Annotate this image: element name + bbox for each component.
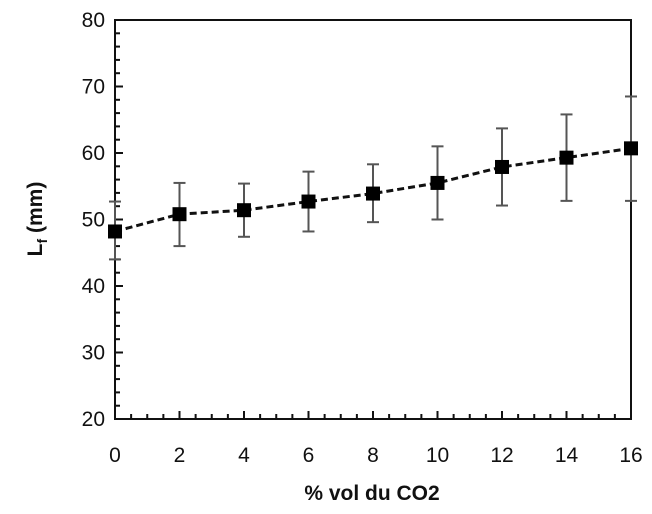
- data-point: [559, 150, 574, 165]
- data-point: [430, 175, 445, 190]
- y-tick-label: 80: [82, 9, 105, 32]
- y-tick-label: 50: [82, 209, 105, 232]
- y-axis-title-main: L: [24, 243, 47, 256]
- y-tick-label: 20: [82, 408, 105, 431]
- x-axis-title: % vol du CO2: [304, 482, 439, 505]
- y-axis-title-unit: (mm): [24, 182, 47, 239]
- y-axis-title-sub: f: [34, 239, 50, 244]
- y-tick-label: 70: [82, 76, 105, 99]
- x-tick-label: 16: [619, 444, 642, 467]
- y-tick-label: 40: [82, 275, 105, 298]
- data-point: [495, 159, 509, 174]
- x-tick-label: 10: [426, 444, 449, 467]
- series-line: [114, 146, 632, 233]
- data-point: [366, 186, 380, 201]
- data-point: [301, 194, 316, 209]
- data-point: [237, 203, 251, 218]
- x-tick-label: 4: [238, 444, 250, 467]
- series-lines: [114, 146, 632, 233]
- y-axis-title: Lf (mm): [24, 182, 50, 257]
- y-tick-label: 30: [82, 342, 105, 365]
- x-tick-label: 12: [490, 444, 513, 467]
- x-tick-label: 14: [555, 444, 579, 467]
- y-tick-label: 60: [82, 142, 105, 165]
- data-point: [172, 207, 187, 222]
- data-point: [624, 141, 638, 156]
- error-bars: [109, 95, 637, 261]
- x-tick-label: 8: [367, 444, 379, 467]
- x-tick-label: 2: [174, 444, 186, 467]
- axes: 20 30 40 50 60 70 80 0 2 4 6 8 10 12 14 16: [82, 9, 643, 467]
- data-point: [108, 224, 122, 239]
- x-tick-label: 6: [303, 444, 315, 467]
- data-markers: [108, 141, 638, 239]
- x-tick-label: 0: [109, 444, 121, 467]
